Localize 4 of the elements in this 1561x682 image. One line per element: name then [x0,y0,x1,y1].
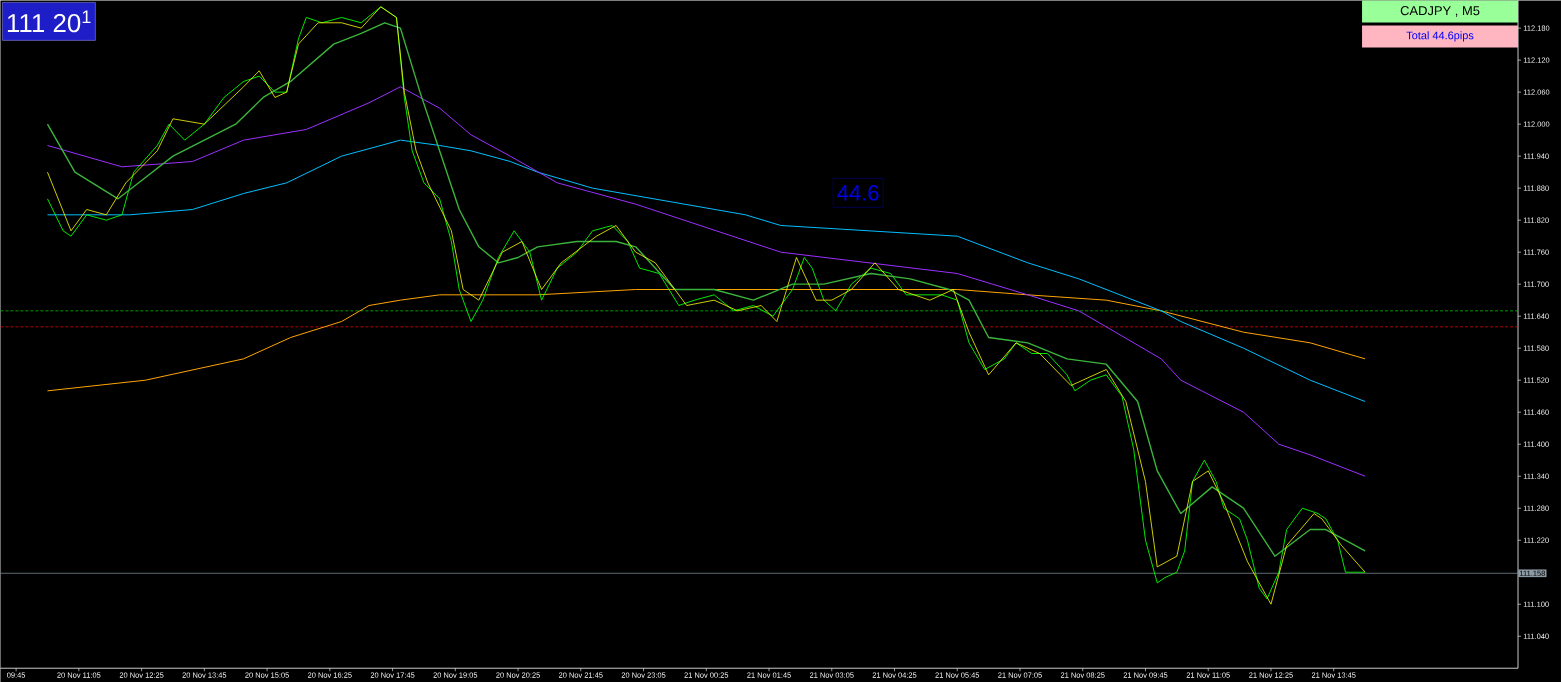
annotation: 44.6 [837,184,879,201]
annotation: CADJPY , M5 [1400,5,1480,17]
annotation: Total 44.6pips [1406,31,1474,42]
annotation: 111 20$^{1}$ [7,10,91,33]
